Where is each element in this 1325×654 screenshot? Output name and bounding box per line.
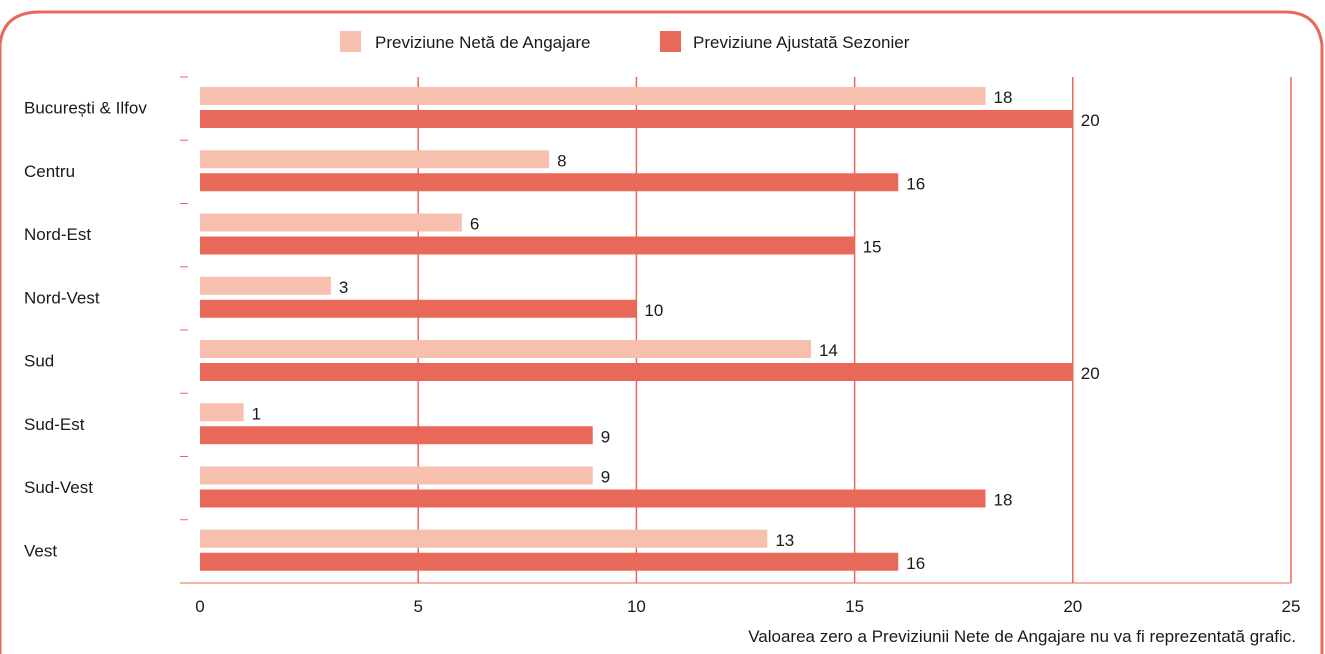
x-tick-label: 10 [627, 597, 646, 616]
bar-seasonally-adjusted [200, 110, 1073, 128]
bar-net-outlook [200, 529, 768, 548]
category-label: Sud [24, 352, 54, 371]
bar-seasonally-adjusted [200, 426, 593, 445]
bar-net-outlook [200, 403, 244, 422]
bar-seasonally-adjusted [200, 552, 899, 571]
data-label: 9 [601, 468, 610, 487]
data-label: 1 [252, 404, 261, 423]
bar-seasonally-adjusted [200, 299, 637, 318]
data-label: 20 [1081, 111, 1100, 130]
x-tick-label: 20 [1063, 597, 1082, 616]
category-label: Nord-Est [24, 225, 91, 244]
data-label: 3 [339, 278, 348, 297]
bar-net-outlook [200, 340, 811, 358]
x-tick-label: 0 [195, 597, 204, 616]
category-label: Sud-Vest [24, 478, 93, 497]
x-tick-label: 15 [845, 597, 864, 616]
legend-swatch-series-1 [340, 31, 361, 52]
bar-seasonally-adjusted [200, 236, 855, 255]
data-label: 16 [906, 174, 925, 193]
data-label: 16 [906, 554, 925, 573]
chart-frame-border [0, 10, 1324, 654]
bar-net-outlook [200, 466, 593, 485]
bar-seasonally-adjusted [200, 173, 899, 192]
data-label: 6 [470, 215, 479, 234]
bar-net-outlook [200, 150, 550, 169]
bar-seasonally-adjusted [200, 363, 1073, 381]
data-label: 10 [644, 301, 663, 320]
x-tick-label: 5 [413, 597, 422, 616]
data-label: 13 [775, 531, 794, 550]
legend-label-series-2: Previziune Ajustată Sezonier [693, 33, 910, 52]
data-label: 20 [1081, 364, 1100, 383]
data-label: 9 [601, 427, 610, 446]
bar-seasonally-adjusted [200, 489, 986, 508]
legend-swatch-series-2 [660, 31, 681, 52]
legend: Previziune Netă de Angajare Previziune A… [340, 31, 910, 52]
data-label: 15 [863, 238, 882, 257]
data-label: 18 [994, 491, 1013, 510]
x-tick-label: 25 [1282, 597, 1301, 616]
data-label: 18 [994, 88, 1013, 107]
bar-net-outlook [200, 213, 462, 232]
data-label: 14 [819, 341, 838, 360]
category-label: București & Ilfov [24, 99, 147, 118]
category-label: Sud-Est [24, 415, 85, 434]
bar-net-outlook [200, 87, 986, 105]
bars [200, 87, 1073, 571]
footnote: Valoarea zero a Previziunii Nete de Anga… [748, 627, 1296, 646]
bar-net-outlook [200, 276, 331, 295]
category-label: Vest [24, 541, 57, 560]
y-axis [180, 76, 1291, 584]
category-label: Centru [24, 162, 75, 181]
category-label: Nord-Vest [24, 288, 100, 307]
legend-label-series-1: Previziune Netă de Angajare [375, 33, 590, 52]
data-label: 8 [557, 151, 566, 170]
